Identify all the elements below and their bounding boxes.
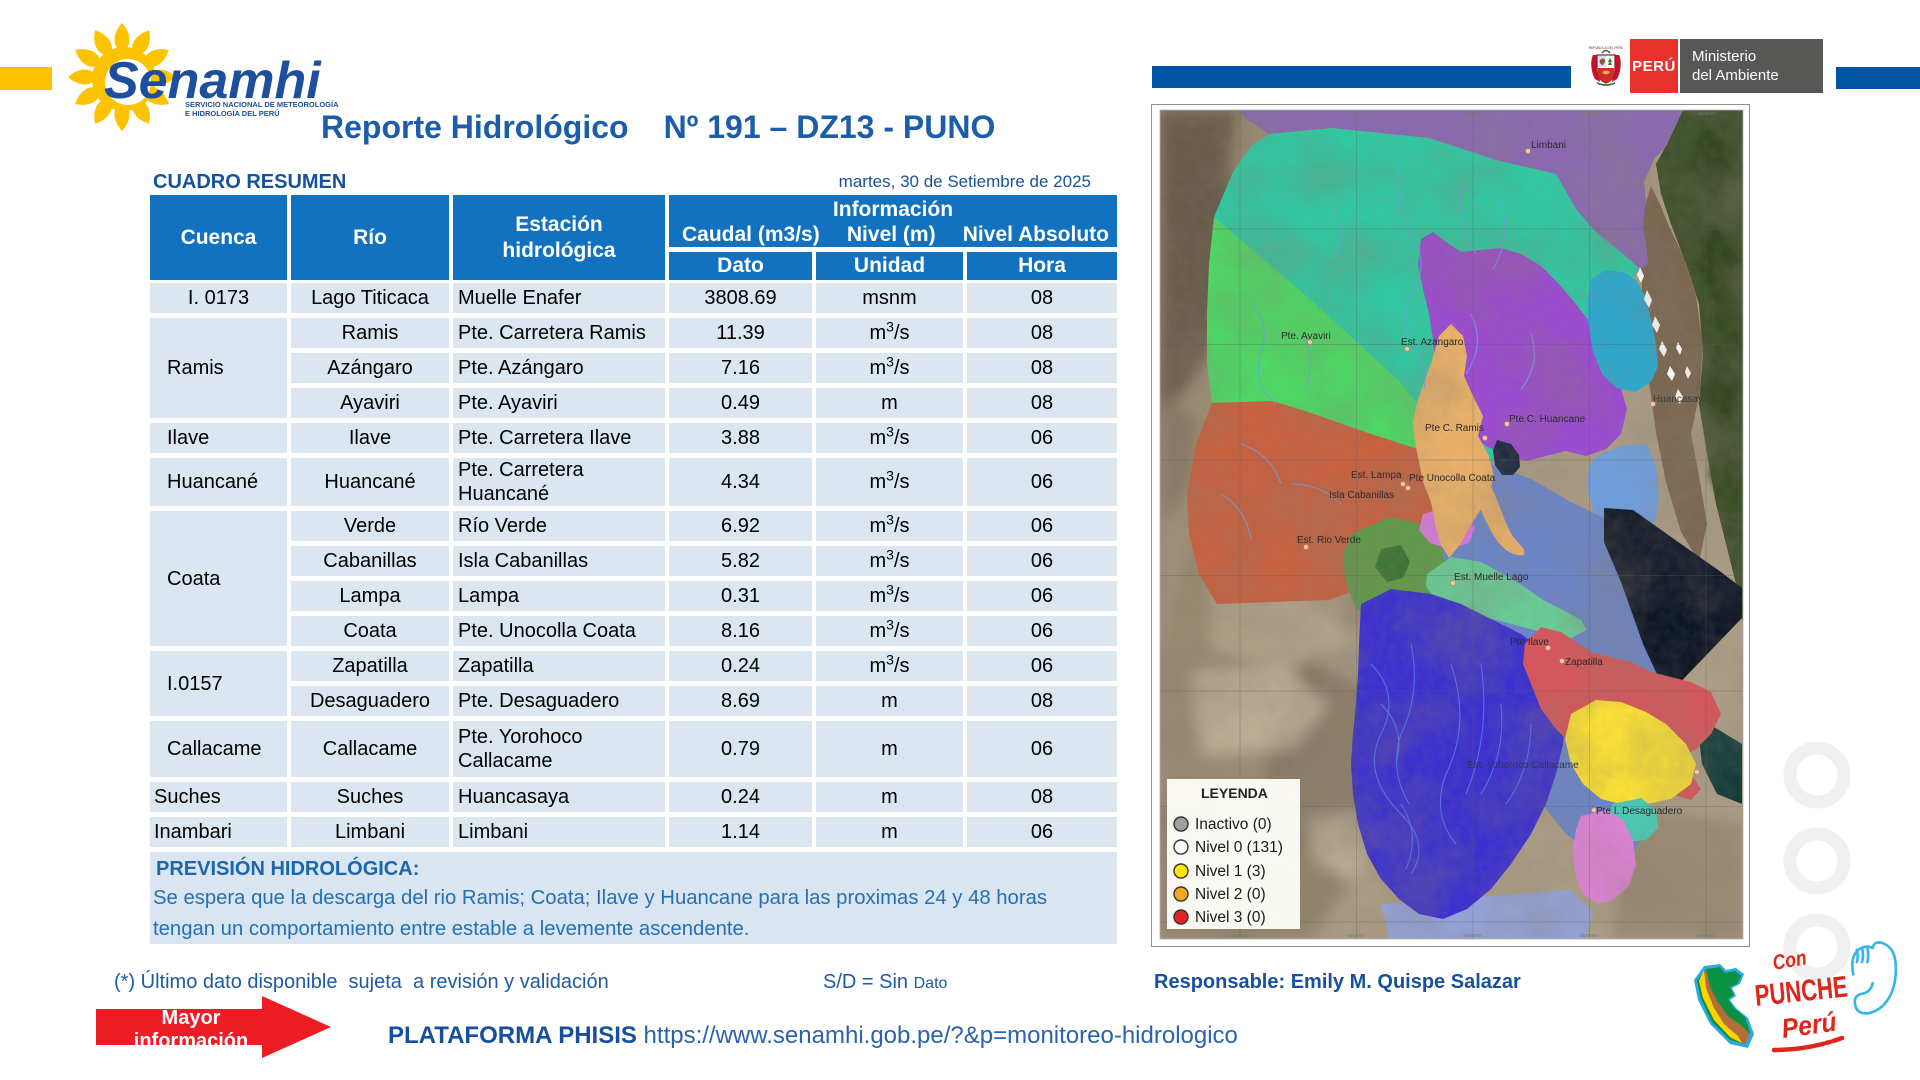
svg-text:SERVICIO NACIONAL DE METEOROLO: SERVICIO NACIONAL DE METEOROLOGÍA [185, 100, 339, 109]
svg-text:Pte Unocolla Coata: Pte Unocolla Coata [1409, 473, 1496, 484]
svg-text:Nivel 2 (0): Nivel 2 (0) [1195, 886, 1266, 903]
svg-text:8400000: 8400000 [1231, 933, 1249, 938]
svg-text:LEYENDA: LEYENDA [1201, 785, 1268, 801]
svg-text:Pte I. Desaguadero: Pte I. Desaguadero [1596, 806, 1683, 817]
svg-text:E HIDROLOGÍA DEL PERÚ: E HIDROLOGÍA DEL PERÚ [185, 109, 280, 118]
svg-text:Senamhi: Senamhi [104, 52, 322, 110]
svg-text:8560000: 8560000 [1697, 111, 1715, 116]
svg-text:8400000: 8400000 [1231, 111, 1249, 116]
svg-text:8520000: 8520000 [1580, 111, 1598, 116]
svg-text:Pte C. Huancane: Pte C. Huancane [1509, 414, 1586, 425]
svg-text:8480000: 8480000 [1464, 933, 1482, 938]
svg-text:Est. Yohoroco Callacame: Est. Yohoroco Callacame [1467, 760, 1579, 771]
svg-text:Nivel 3 (0): Nivel 3 (0) [1195, 909, 1266, 926]
svg-text:Isla Cabanillas: Isla Cabanillas [1329, 490, 1394, 501]
svg-text:Huancasaya: Huancasaya [1653, 394, 1709, 405]
svg-text:Nivel 1 (3): Nivel 1 (3) [1195, 863, 1266, 880]
svg-text:8480000: 8480000 [1464, 111, 1482, 116]
svg-text:Nivel 0 (131): Nivel 0 (131) [1195, 839, 1283, 856]
svg-text:Perú: Perú [1780, 1007, 1839, 1044]
svg-text:Pte. Ayaviri: Pte. Ayaviri [1281, 331, 1331, 342]
svg-text:8520000: 8520000 [1580, 933, 1598, 938]
svg-text:8560000: 8560000 [1697, 933, 1715, 938]
svg-text:Con: Con [1771, 946, 1808, 975]
svg-text:8440000: 8440000 [1347, 933, 1365, 938]
svg-text:Est. Lampa: Est. Lampa [1351, 470, 1402, 481]
svg-text:PUNCHE: PUNCHE [1753, 970, 1849, 1013]
svg-text:Est. Muelle Lago: Est. Muelle Lago [1454, 572, 1529, 583]
svg-text:Pte Ilave: Pte Ilave [1510, 637, 1549, 648]
svg-text:Limbani: Limbani [1531, 140, 1566, 151]
svg-text:REPUBLICA DEL PERU: REPUBLICA DEL PERU [1589, 46, 1624, 50]
svg-text:Mayor: Mayor [162, 1007, 221, 1029]
svg-text:Est. Azangaro: Est. Azangaro [1401, 337, 1464, 348]
svg-text:información: información [134, 1030, 248, 1052]
svg-text:8440000: 8440000 [1347, 111, 1365, 116]
svg-text:Est. Rio Verde: Est. Rio Verde [1297, 535, 1361, 546]
svg-text:Inactivo (0): Inactivo (0) [1195, 816, 1272, 833]
svg-text:Zapatilla: Zapatilla [1565, 657, 1603, 668]
svg-text:Pte C. Ramis: Pte C. Ramis [1425, 423, 1484, 434]
